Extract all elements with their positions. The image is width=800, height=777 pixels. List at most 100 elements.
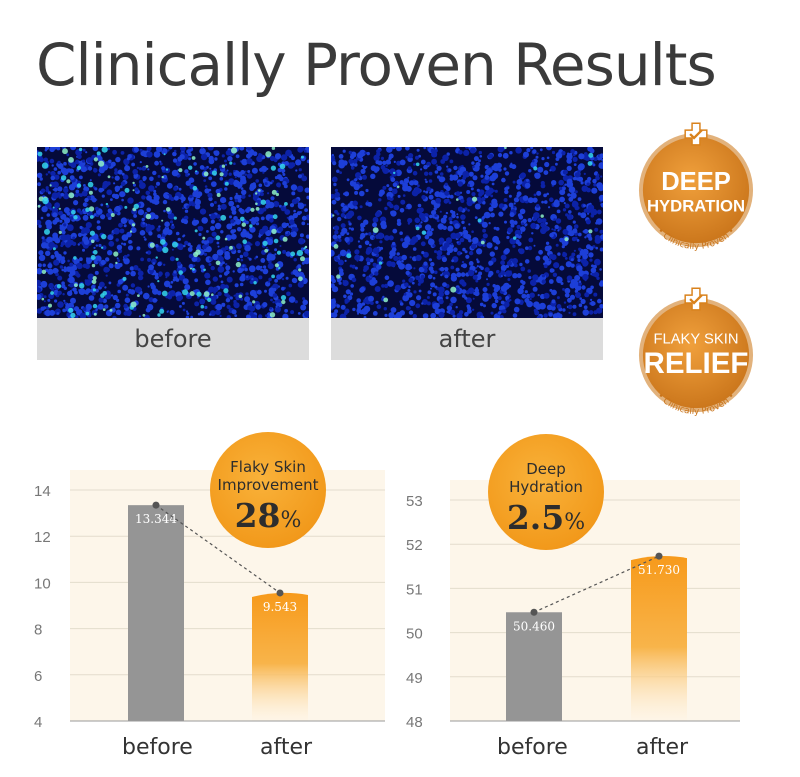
scan-speck	[521, 280, 526, 285]
scan-highlight	[280, 295, 287, 301]
scan-speck	[201, 217, 208, 224]
scan-speck	[554, 224, 559, 230]
scan-speck	[548, 259, 551, 262]
scan-speck	[427, 165, 430, 168]
scan-highlight	[224, 181, 229, 186]
scan-speck	[562, 169, 568, 175]
scan-speck	[562, 208, 567, 212]
scan-speck	[488, 222, 491, 225]
scan-speck	[528, 169, 532, 173]
scan-speck	[294, 300, 298, 304]
bar-before	[506, 612, 562, 721]
scan-speck	[510, 162, 513, 165]
scan-speck	[340, 223, 346, 229]
scan-speck	[537, 294, 540, 297]
scan-speck	[248, 257, 252, 261]
scan-speck	[455, 306, 458, 309]
scan-speck	[577, 197, 582, 201]
scan-speck	[187, 173, 190, 176]
scan-speck	[483, 304, 486, 308]
scan-speck	[191, 256, 198, 262]
scan-speck	[106, 181, 111, 186]
scan-speck	[57, 275, 63, 281]
scan-speck	[375, 300, 379, 304]
scan-speck	[557, 200, 560, 203]
scan-speck	[268, 287, 275, 294]
scan-speck	[382, 160, 387, 165]
scan-speck	[156, 290, 162, 296]
scan-speck	[457, 206, 463, 212]
y-tick-label: 4	[34, 714, 42, 731]
scan-highlight	[249, 224, 253, 228]
scan-speck	[250, 243, 253, 246]
scan-speck	[340, 304, 346, 310]
scan-speck	[367, 202, 373, 207]
scan-speck	[123, 224, 127, 228]
scan-speck	[114, 302, 121, 309]
scan-speck	[471, 308, 475, 311]
scan-speck	[241, 158, 248, 166]
scan-speck	[413, 290, 417, 294]
scan-speck	[582, 273, 589, 281]
scan-speck	[413, 163, 416, 166]
scan-highlight	[235, 261, 242, 268]
scan-speck	[430, 148, 435, 153]
scan-speck	[519, 262, 523, 267]
scan-speck	[226, 169, 229, 172]
scan-speck	[40, 306, 45, 311]
scan-speck	[524, 259, 530, 264]
scan-speck	[139, 148, 143, 152]
scan-highlight	[76, 165, 82, 171]
scan-speck	[216, 249, 224, 256]
scan-speck	[438, 237, 445, 244]
scan-speck	[245, 292, 249, 296]
scan-speck	[199, 310, 205, 316]
scan-speck	[239, 208, 245, 215]
scan-speck	[157, 261, 162, 267]
scan-highlight	[58, 207, 61, 210]
scan-speck	[331, 298, 337, 305]
scan-highlight	[282, 236, 288, 242]
scan-speck	[234, 198, 239, 203]
scan-speck	[407, 176, 410, 179]
scan-highlight	[165, 207, 171, 212]
scan-speck	[85, 187, 90, 192]
scan-speck	[599, 268, 602, 271]
scan-speck	[450, 265, 455, 270]
scan-speck	[521, 209, 524, 212]
scan-speck	[54, 299, 58, 303]
scan-speck	[532, 274, 539, 281]
scan-speck	[73, 200, 79, 206]
scan-speck	[478, 192, 483, 197]
scan-highlight	[37, 204, 41, 208]
scan-speck	[208, 196, 213, 202]
scan-speck	[399, 159, 406, 166]
scan-highlight	[270, 165, 276, 171]
scan-highlight	[100, 246, 104, 249]
scan-speck	[471, 266, 476, 271]
scan-highlight	[253, 281, 257, 285]
scan-highlight	[89, 215, 94, 219]
scan-speck	[293, 227, 299, 232]
scan-speck	[468, 171, 474, 177]
scan-highlight	[193, 251, 199, 258]
scan-speck	[57, 163, 64, 169]
scan-speck	[233, 302, 238, 307]
scan-speck	[386, 184, 390, 188]
scan-speck	[240, 258, 244, 262]
scan-speck	[272, 301, 275, 304]
scan-speck	[169, 220, 174, 224]
scan-speck	[363, 305, 371, 313]
scan-highlight	[250, 207, 255, 212]
scan-highlight	[271, 189, 277, 195]
scan-highlight	[215, 235, 221, 241]
flaky-skin-chart: 14 12 10 8 6 4 13.344 9.543 Flaky Skin Improvem…	[20, 430, 400, 777]
scan-speck	[548, 206, 551, 209]
scan-highlight	[477, 218, 482, 223]
y-tick-label: 52	[406, 537, 423, 554]
scan-speck	[60, 167, 67, 174]
scan-speck	[376, 304, 382, 309]
scan-speck	[391, 188, 398, 195]
scan-speck	[525, 293, 531, 299]
scan-speck	[158, 225, 161, 228]
